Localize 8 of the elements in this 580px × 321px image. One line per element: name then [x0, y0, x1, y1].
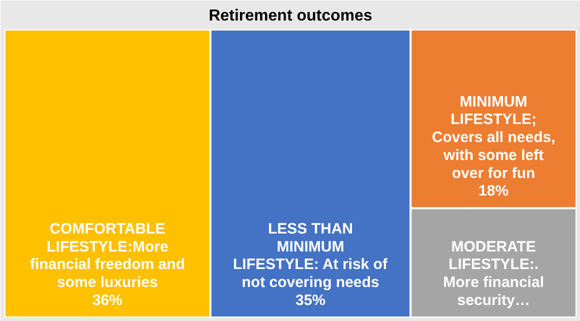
- data-label: 35%: [296, 292, 326, 309]
- data-label: 18%: [478, 182, 509, 200]
- category-label: LESS THAN MINIMUM LIFESTYLE: At risk of not covering needs: [233, 220, 388, 292]
- category-label: COMFORTABLE LIFESTYLE:More financial freedom and some luxuries: [30, 220, 185, 292]
- data-label: 36%: [92, 292, 122, 309]
- text: Retirement outcomes: [208, 8, 372, 24]
- category-label: MINIMUM LIFESTYLE; Covers all needs, with some left over for fun: [432, 93, 556, 182]
- category-label: MODERATE LIFESTYLE:. More financial security…: [443, 238, 544, 309]
